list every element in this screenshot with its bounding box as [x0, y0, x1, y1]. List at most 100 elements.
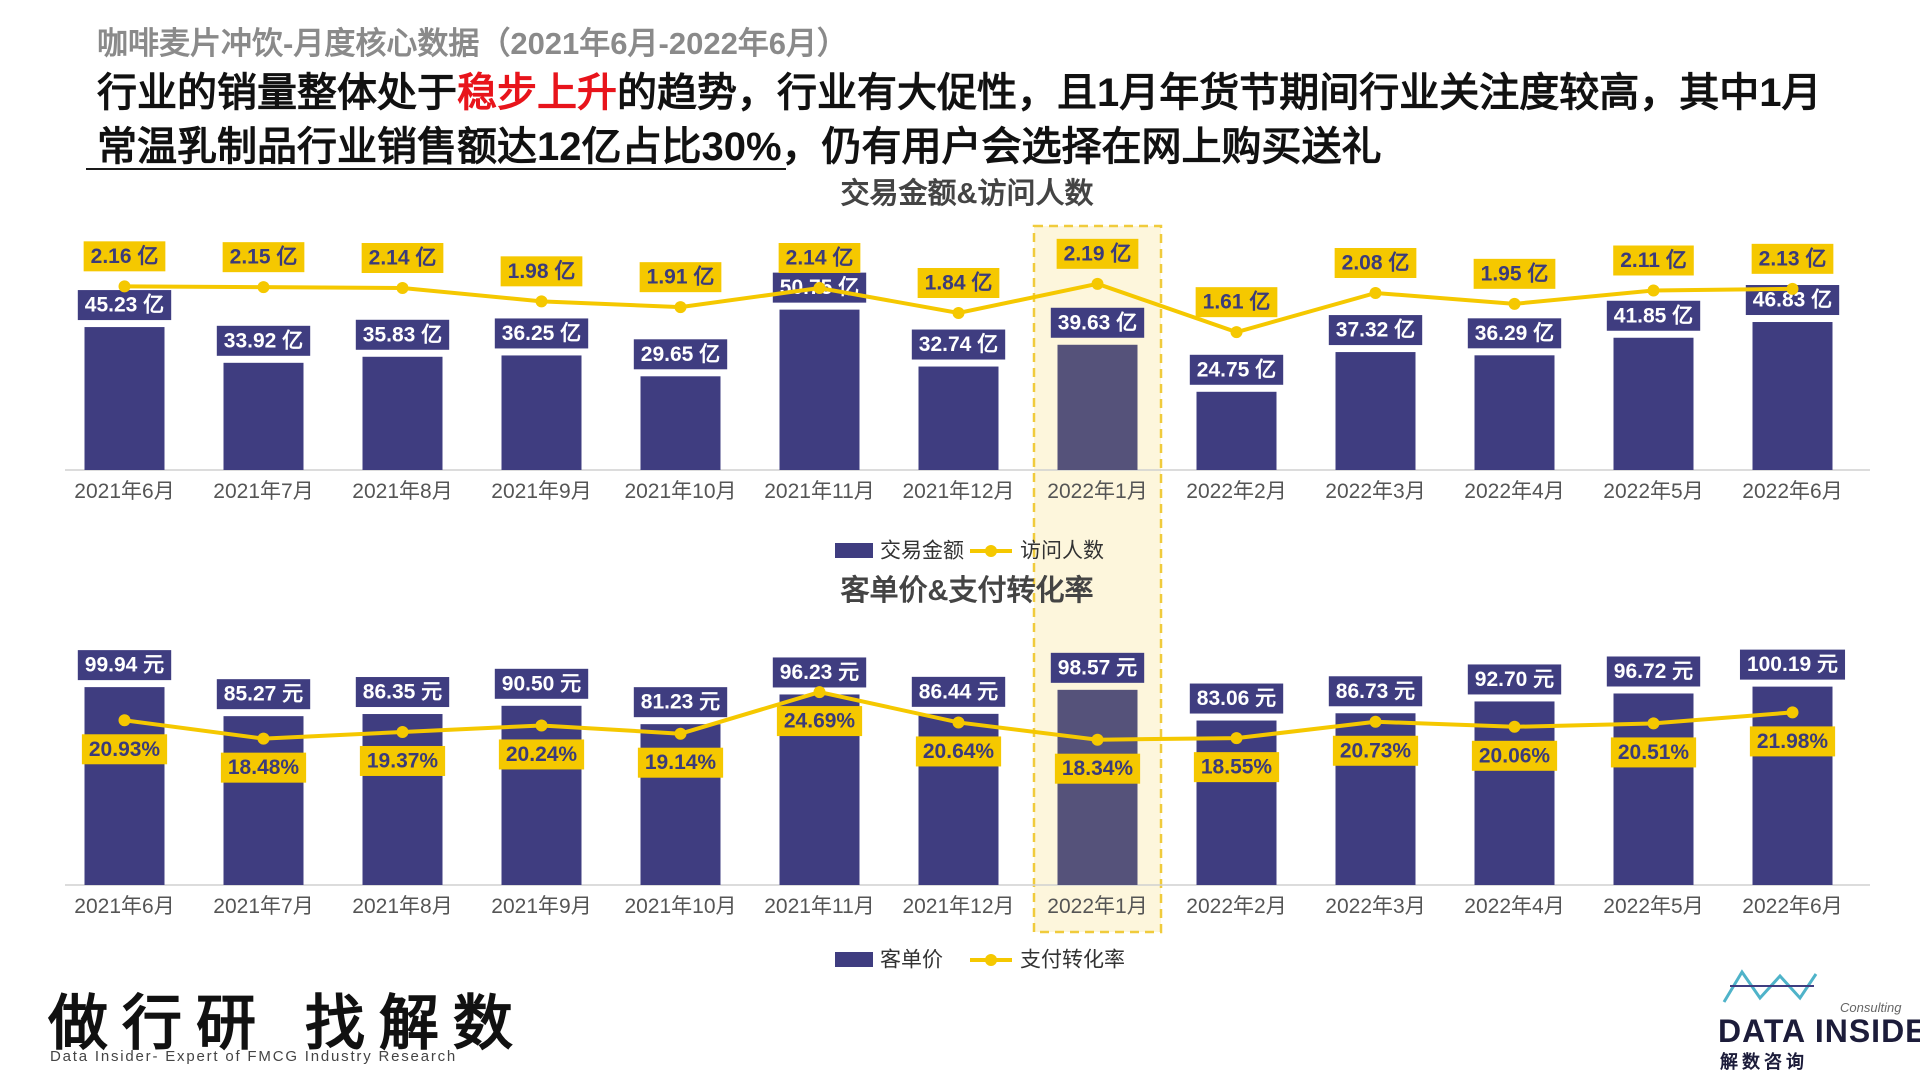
x-tick-label: 2022年5月 [1603, 895, 1703, 918]
bar-value-label: 99.94 元 [85, 654, 164, 677]
line-point [1369, 287, 1382, 299]
x-tick-label: 2022年3月 [1325, 895, 1425, 918]
x-tick-label: 2022年6月 [1742, 895, 1842, 918]
headline-underline [86, 168, 786, 170]
line-value-label-bg [81, 734, 168, 765]
bar-value-label: 98.57 元 [1058, 656, 1137, 679]
bar [501, 355, 582, 470]
legend-line-label: 访问人数 [1020, 540, 1104, 563]
line-value-label: 20.73% [1340, 739, 1412, 762]
line-value-label-bg [1193, 752, 1280, 783]
line-value-label: 1.61 亿 [1203, 290, 1271, 314]
bar-value-label: 86.35 元 [363, 681, 442, 704]
bar [1057, 344, 1138, 470]
line-value-label-bg [1749, 726, 1836, 757]
brand-slogan: 做行研 找解数 [48, 989, 527, 1059]
data-insider-logo-icon [1722, 969, 1818, 1003]
line-value-label: 21.98% [1757, 730, 1829, 753]
bar-value-label-bg [1739, 649, 1846, 680]
legend-bar-label: 客单价 [880, 949, 943, 972]
bar-value-label: 92.70 元 [1475, 668, 1554, 691]
x-tick-label: 2021年9月 [491, 480, 591, 503]
bar [362, 356, 443, 470]
bar [779, 309, 860, 470]
line-value-label-bg [222, 242, 305, 273]
line-point [257, 732, 270, 745]
bar-value-label-bg [1467, 664, 1562, 695]
brand-tagline: Data Insider- Expert of FMCG Industry Re… [50, 1048, 458, 1065]
line-value-label-bg [1334, 248, 1417, 278]
legend-line-marker [985, 954, 997, 966]
line-point [118, 280, 131, 293]
line-value-label: 20.51% [1618, 741, 1690, 764]
line-point [396, 725, 409, 738]
line-point [1091, 277, 1104, 290]
line-value-label: 19.14% [645, 751, 717, 774]
line-value-label: 20.93% [89, 738, 161, 761]
bar-value-label-bg [633, 339, 728, 370]
bar-value-label: 39.63 亿 [1058, 310, 1137, 334]
line-point [118, 714, 131, 727]
x-tick-label: 2022年1月 [1047, 480, 1147, 503]
page-subtitle: 咖啡麦片冲饮-月度核心数据（2021年6月-2022年6月） [97, 26, 849, 61]
bar-value-label-bg [494, 318, 589, 349]
line-value-label: 20.06% [1479, 744, 1551, 767]
line-value-label-bg [639, 262, 722, 293]
headline: 行业的销量整体处于稳步上升的趋势，行业有大促性，且1月年货节期间行业关注度较高，… [97, 66, 1877, 174]
line-value-label-bg [1613, 245, 1694, 276]
bar-value-label-bg [633, 687, 728, 718]
bar-value-label-bg [911, 329, 1006, 360]
line-point [813, 282, 826, 294]
line-value-label-bg [917, 268, 1000, 298]
x-tick-label: 2021年10月 [624, 480, 736, 503]
line-point [1369, 715, 1382, 728]
line-point [1508, 297, 1521, 310]
line-point [1786, 282, 1799, 295]
line-value-label-bg [1056, 238, 1139, 269]
logo-consulting: Consulting [1840, 1000, 1902, 1015]
bar-value-label-bg [1606, 656, 1701, 687]
line-value-label: 20.24% [506, 743, 578, 766]
x-tick-label: 2021年8月 [352, 895, 452, 918]
bar-value-label: 32.74 亿 [919, 332, 998, 356]
bar-value-label-bg [1050, 307, 1145, 338]
line-point [535, 295, 548, 308]
x-tick-label: 2021年11月 [764, 480, 875, 503]
bar [84, 327, 165, 470]
bar-value-label-bg [911, 676, 1006, 707]
x-tick-label: 2022年4月 [1464, 895, 1564, 918]
bar-value-label-bg [1050, 652, 1145, 683]
bar [1752, 322, 1833, 470]
bar-value-label-bg [216, 679, 311, 710]
line-value-label-bg [500, 256, 583, 287]
bar [1474, 355, 1555, 470]
line-point [1230, 326, 1243, 339]
legend-bar-swatch [835, 543, 873, 558]
chart-title: 客单价&支付转化率 [841, 573, 1094, 607]
x-tick-label: 2022年6月 [1742, 480, 1842, 503]
line-value-label: 1.95 亿 [1481, 261, 1549, 285]
x-tick-label: 2022年2月 [1186, 895, 1286, 918]
line-value-label: 2.14 亿 [369, 246, 437, 270]
bar-value-label: 86.73 元 [1336, 680, 1415, 703]
line-value-label-bg [498, 739, 585, 770]
line-value-label: 18.55% [1201, 756, 1273, 779]
line-value-label-bg [359, 745, 446, 776]
line-value-label-bg [1054, 753, 1141, 784]
line-value-label: 18.34% [1062, 757, 1134, 780]
bar [1613, 337, 1694, 470]
x-tick-label: 2021年11月 [764, 895, 875, 918]
bar-value-label: 83.06 元 [1197, 687, 1276, 710]
x-tick-label: 2022年1月 [1047, 895, 1147, 918]
bar-value-label-bg [216, 325, 311, 356]
bar [1196, 391, 1277, 470]
bar-value-label-bg [355, 319, 450, 350]
x-tick-label: 2021年8月 [352, 480, 452, 503]
line-value-label-bg [361, 243, 444, 273]
bar [1057, 689, 1138, 885]
bar [640, 376, 721, 470]
line-point [1647, 717, 1660, 730]
line-value-label-bg [778, 243, 861, 273]
bar-value-label: 100.19 元 [1747, 653, 1838, 676]
